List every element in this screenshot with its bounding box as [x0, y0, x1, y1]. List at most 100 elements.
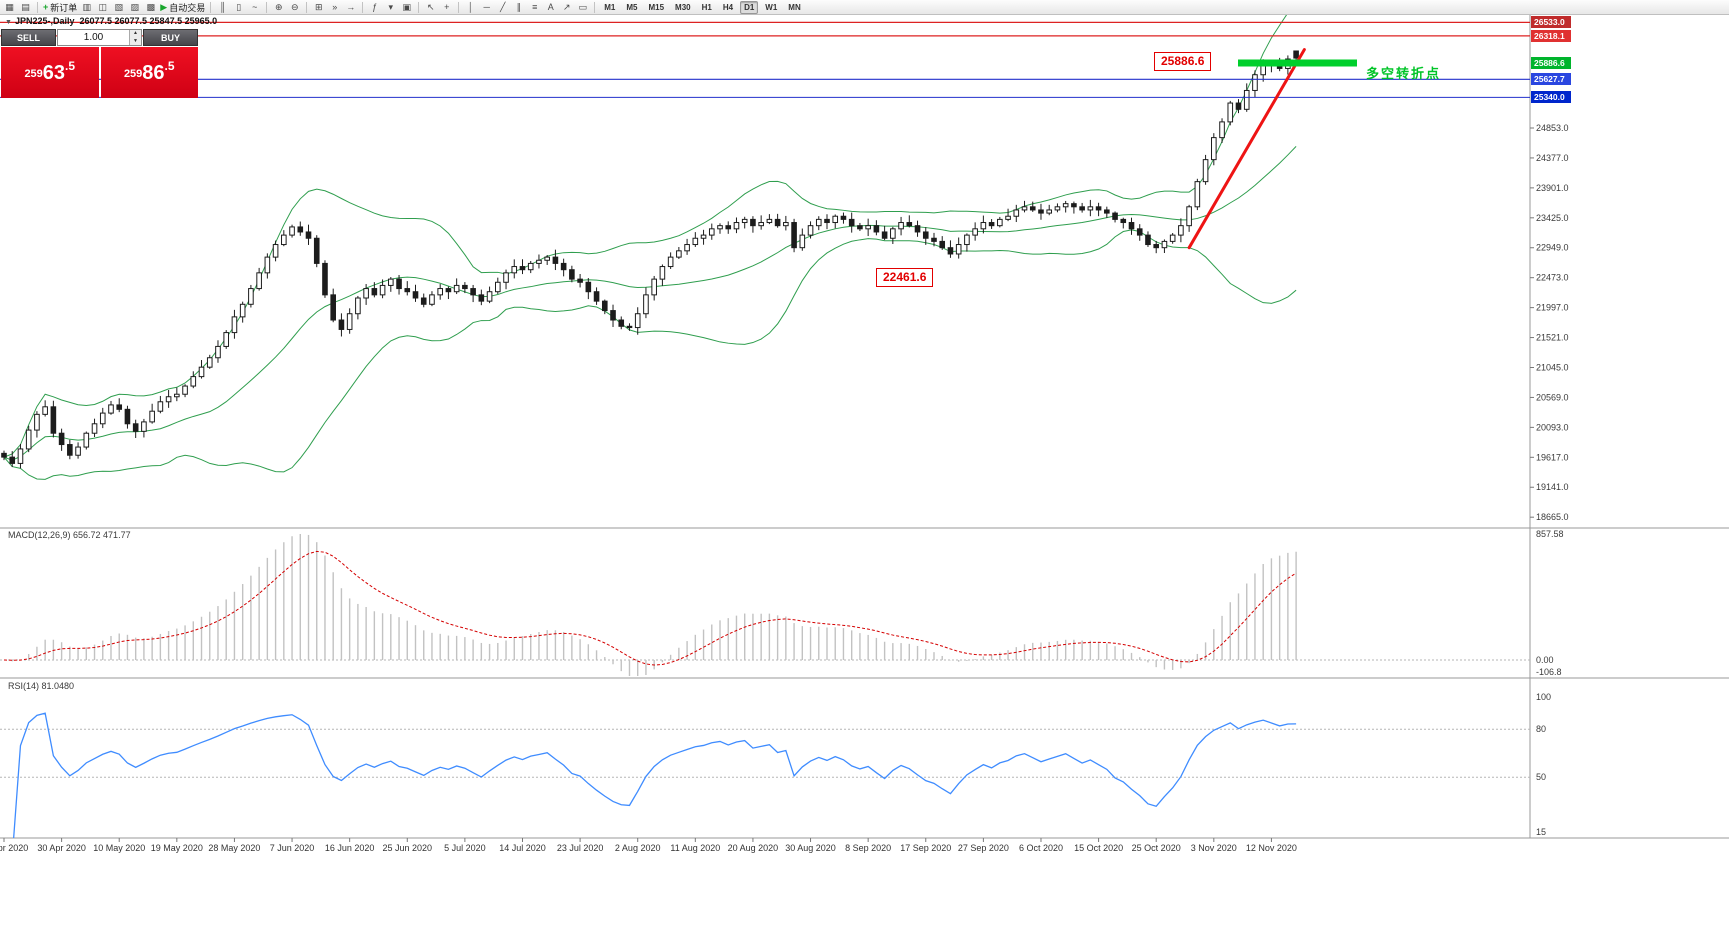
- svg-text:20 Aug 2020: 20 Aug 2020: [728, 843, 779, 853]
- templates-icon: ▣: [402, 2, 411, 12]
- timeframe-w1[interactable]: W1: [765, 2, 778, 12]
- svg-text:12 Nov 2020: 12 Nov 2020: [1246, 843, 1297, 853]
- trendline-tool-icon: ╱: [500, 2, 506, 12]
- new-order-icon: +: [43, 2, 49, 12]
- timeframe-d1[interactable]: D1: [740, 0, 759, 14]
- rsi-panel: [0, 712, 1530, 838]
- cursor-tool-icon: ↖: [426, 2, 435, 12]
- svg-text:19 May 2020: 19 May 2020: [151, 843, 203, 853]
- autotrading-button[interactable]: ▶ 自动交易: [159, 1, 206, 13]
- price-axis[interactable]: 24853.0 24377.0 23901.0 23425.0 22949.0 22473…: [1530, 123, 1569, 837]
- svg-text:15 Oct 2020: 15 Oct 2020: [1074, 843, 1123, 853]
- new-chart-button[interactable]: ▦: [2, 1, 17, 13]
- svg-text:23425.0: 23425.0: [1536, 213, 1569, 223]
- timeframe-m1[interactable]: M1: [604, 2, 616, 12]
- turning-point-text[interactable]: 多空转折点: [1366, 66, 1442, 81]
- red-trendline[interactable]: [1187, 48, 1306, 250]
- indicators-button[interactable]: ƒ: [367, 1, 382, 13]
- svg-text:23901.0: 23901.0: [1536, 183, 1569, 193]
- volume-value[interactable]: 1.00: [83, 32, 104, 43]
- navigator-button[interactable]: ▧: [111, 1, 126, 13]
- axis-price-tag: 25627.7: [1531, 73, 1571, 85]
- strategy-tester-button[interactable]: ▩: [143, 1, 158, 13]
- sell-button[interactable]: SELL: [1, 29, 56, 46]
- volume-field[interactable]: 1.00 ▲ ▼: [57, 29, 142, 46]
- arrows-tool-button[interactable]: ↗: [559, 1, 574, 13]
- svg-text:-106.8: -106.8: [1536, 667, 1562, 677]
- fibonacci-tool-button[interactable]: ≡: [527, 1, 542, 13]
- svg-text:18665.0: 18665.0: [1536, 512, 1569, 522]
- templates-button[interactable]: ▣: [399, 1, 414, 13]
- text-tool-icon: A: [547, 2, 554, 12]
- timeframe-h4[interactable]: H4: [722, 2, 734, 12]
- market-watch-button[interactable]: ▥: [79, 1, 94, 13]
- volume-up-button[interactable]: ▲: [130, 30, 141, 38]
- svg-text:14 Jul 2020: 14 Jul 2020: [499, 843, 546, 853]
- horizontal-line-tool-button[interactable]: ─: [479, 1, 494, 13]
- periods-dropdown-icon: ▾: [388, 2, 393, 12]
- data-window-button[interactable]: ◫: [95, 1, 110, 13]
- strategy-tester-icon: ▩: [146, 2, 156, 12]
- chart-objects[interactable]: [0, 21, 1530, 250]
- resistance-price-label[interactable]: 25886.6: [1154, 52, 1212, 71]
- buy-button[interactable]: BUY: [143, 29, 198, 46]
- timeframe-m15[interactable]: M15: [648, 2, 665, 12]
- crosshair-tool-icon: +: [444, 2, 450, 12]
- toolbar-separator: [362, 1, 364, 13]
- crosshair-tool-button[interactable]: +: [439, 1, 454, 13]
- time-axis[interactable]: 21 Apr 2020 30 Apr 2020 10 May 2020 19 May …: [0, 838, 1297, 853]
- svg-text:2 Aug 2020: 2 Aug 2020: [615, 843, 661, 853]
- timeframe-h1[interactable]: H1: [701, 2, 712, 12]
- timeframe-mn[interactable]: MN: [788, 2, 801, 12]
- channel-tool-button[interactable]: ∥: [511, 1, 526, 13]
- candlestick-mode-button[interactable]: ▯: [231, 1, 246, 13]
- rsi-line: [12, 712, 1297, 838]
- buy-price-sup: .5: [164, 59, 175, 73]
- terminal-icon: ▨: [130, 2, 140, 12]
- trendline-tool-button[interactable]: ╱: [495, 1, 510, 13]
- timeframe-m5[interactable]: M5: [626, 2, 638, 12]
- bar-chart-mode-button[interactable]: ║: [215, 1, 230, 13]
- sell-price-box[interactable]: 259 63.5: [1, 47, 99, 98]
- panel-separators[interactable]: [0, 14, 1729, 839]
- chart-shift-button[interactable]: →: [343, 1, 358, 13]
- toolbar-separator: [418, 1, 420, 13]
- buy-price-box[interactable]: 259 86.5: [100, 47, 198, 98]
- new-order-button[interactable]: + 新订单: [42, 1, 78, 13]
- fibonacci-tool-icon: ≡: [532, 2, 538, 12]
- text-tool-button[interactable]: A: [543, 1, 558, 13]
- svg-text:5 Jul 2020: 5 Jul 2020: [444, 843, 486, 853]
- collapse-one-click-icon[interactable]: ▼: [5, 19, 12, 26]
- shapes-tool-button[interactable]: ▭: [575, 1, 590, 13]
- line-chart-mode-button[interactable]: ~: [247, 1, 262, 13]
- toolbar-separator: [37, 1, 38, 13]
- svg-text:28 May 2020: 28 May 2020: [208, 843, 260, 853]
- cursor-tool-button[interactable]: ↖: [423, 1, 438, 13]
- svg-text:3 Nov 2020: 3 Nov 2020: [1191, 843, 1237, 853]
- axis-price-tag: 25340.0: [1531, 91, 1571, 103]
- auto-scroll-button[interactable]: »: [327, 1, 342, 13]
- timeframe-m30[interactable]: M30: [675, 2, 691, 12]
- zoom-out-button[interactable]: ⊖: [287, 1, 302, 13]
- zoom-in-button[interactable]: ⊕: [271, 1, 286, 13]
- line-chart-mode-icon: ~: [252, 2, 258, 12]
- svg-text:30 Apr 2020: 30 Apr 2020: [37, 843, 86, 853]
- green-zone-line[interactable]: [1238, 59, 1357, 67]
- buy-price-prefix: 259: [123, 67, 143, 80]
- chart-profiles-button[interactable]: ▤: [18, 1, 33, 13]
- svg-text:17 Sep 2020: 17 Sep 2020: [900, 843, 951, 853]
- vertical-line-tool-icon: │: [467, 2, 474, 12]
- svg-text:15: 15: [1536, 827, 1546, 837]
- support-price-label[interactable]: 22461.6: [876, 268, 934, 287]
- terminal-button[interactable]: ▨: [127, 1, 142, 13]
- vertical-line-tool-button[interactable]: │: [463, 1, 478, 13]
- svg-text:8 Sep 2020: 8 Sep 2020: [845, 843, 891, 853]
- chart-title: ▼ JPN225-,Daily 26077.5 26077.5 25847.5 25…: [5, 16, 217, 26]
- tile-windows-button[interactable]: ⊞: [311, 1, 326, 13]
- svg-text:22949.0: 22949.0: [1536, 243, 1569, 253]
- svg-text:7 Jun 2020: 7 Jun 2020: [270, 843, 315, 853]
- svg-text:20093.0: 20093.0: [1536, 422, 1569, 432]
- volume-down-button[interactable]: ▼: [130, 37, 141, 45]
- periods-dropdown-button[interactable]: ▾: [383, 1, 398, 13]
